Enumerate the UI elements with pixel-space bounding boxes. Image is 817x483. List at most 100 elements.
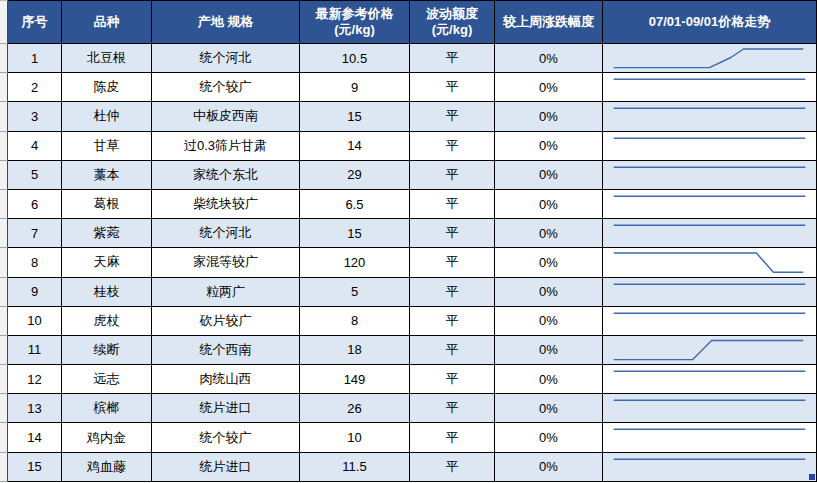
cell-change[interactable]: 0% bbox=[495, 219, 603, 248]
cell-variety[interactable]: 杜仲 bbox=[62, 102, 152, 131]
cell-price[interactable]: 10.5 bbox=[300, 44, 410, 73]
cell-price[interactable]: 6.5 bbox=[300, 190, 410, 219]
cell-fluct[interactable]: 平 bbox=[410, 102, 495, 131]
column-header-change[interactable]: 较上周涨跌幅度 bbox=[495, 0, 603, 44]
cell-variety[interactable]: 鸡内金 bbox=[62, 423, 152, 452]
cell-trend-sparkline[interactable] bbox=[603, 161, 817, 190]
column-header-trend[interactable]: 07/01-09/01价格走势 bbox=[603, 0, 817, 44]
cell-spec[interactable]: 统个西南 bbox=[152, 336, 300, 365]
cell-index[interactable]: 5 bbox=[8, 161, 62, 190]
cell-index[interactable]: 12 bbox=[8, 365, 62, 394]
cell-fluct[interactable]: 平 bbox=[410, 73, 495, 102]
cell-spec[interactable]: 统个较广 bbox=[152, 423, 300, 452]
cell-trend-sparkline[interactable] bbox=[603, 278, 817, 307]
cell-change[interactable]: 0% bbox=[495, 73, 603, 102]
cell-spec[interactable]: 砍片较广 bbox=[152, 307, 300, 336]
cell-spec[interactable]: 中板皮西南 bbox=[152, 102, 300, 131]
cell-spec[interactable]: 统片进口 bbox=[152, 453, 300, 482]
cell-trend-sparkline[interactable] bbox=[603, 394, 817, 423]
cell-price[interactable]: 11.5 bbox=[300, 453, 410, 482]
cell-price[interactable]: 149 bbox=[300, 365, 410, 394]
cell-index[interactable]: 14 bbox=[8, 423, 62, 452]
cell-index[interactable]: 7 bbox=[8, 219, 62, 248]
cell-trend-sparkline[interactable] bbox=[603, 423, 817, 452]
cell-change[interactable]: 0% bbox=[495, 132, 603, 161]
cell-fluct[interactable]: 平 bbox=[410, 307, 495, 336]
cell-variety[interactable]: 虎杖 bbox=[62, 307, 152, 336]
cell-index[interactable]: 13 bbox=[8, 394, 62, 423]
cell-index[interactable]: 6 bbox=[8, 190, 62, 219]
cell-index[interactable]: 11 bbox=[8, 336, 62, 365]
cell-price[interactable]: 120 bbox=[300, 248, 410, 277]
cell-change[interactable]: 0% bbox=[495, 307, 603, 336]
cell-variety[interactable]: 天麻 bbox=[62, 248, 152, 277]
cell-price[interactable]: 9 bbox=[300, 73, 410, 102]
cell-fluct[interactable]: 平 bbox=[410, 278, 495, 307]
cell-index[interactable]: 8 bbox=[8, 248, 62, 277]
cell-trend-sparkline[interactable] bbox=[603, 219, 817, 248]
cell-index[interactable]: 9 bbox=[8, 278, 62, 307]
cell-spec[interactable]: 统个河北 bbox=[152, 219, 300, 248]
cell-trend-sparkline[interactable] bbox=[603, 453, 817, 482]
cell-spec[interactable]: 家统个东北 bbox=[152, 161, 300, 190]
cell-price[interactable]: 15 bbox=[300, 219, 410, 248]
cell-fluct[interactable]: 平 bbox=[410, 453, 495, 482]
cell-index[interactable]: 1 bbox=[8, 44, 62, 73]
cell-change[interactable]: 0% bbox=[495, 190, 603, 219]
cell-price[interactable]: 15 bbox=[300, 102, 410, 131]
cell-fluct[interactable]: 平 bbox=[410, 190, 495, 219]
cell-trend-sparkline[interactable] bbox=[603, 336, 817, 365]
cell-variety[interactable]: 远志 bbox=[62, 365, 152, 394]
cell-price[interactable]: 26 bbox=[300, 394, 410, 423]
selection-fill-handle[interactable] bbox=[809, 474, 815, 480]
cell-spec[interactable]: 过0.3筛片甘肃 bbox=[152, 132, 300, 161]
cell-spec[interactable]: 统个较广 bbox=[152, 73, 300, 102]
column-header-fluct[interactable]: 波动额度 (元/kg) bbox=[410, 0, 495, 44]
cell-change[interactable]: 0% bbox=[495, 161, 603, 190]
column-header-variety[interactable]: 品种 bbox=[62, 0, 152, 44]
cell-index[interactable]: 3 bbox=[8, 102, 62, 131]
cell-spec[interactable]: 柴统块较广 bbox=[152, 190, 300, 219]
cell-index[interactable]: 10 bbox=[8, 307, 62, 336]
cell-change[interactable]: 0% bbox=[495, 423, 603, 452]
cell-fluct[interactable]: 平 bbox=[410, 365, 495, 394]
cell-index[interactable]: 4 bbox=[8, 132, 62, 161]
cell-change[interactable]: 0% bbox=[495, 453, 603, 482]
cell-change[interactable]: 0% bbox=[495, 394, 603, 423]
cell-change[interactable]: 0% bbox=[495, 248, 603, 277]
cell-fluct[interactable]: 平 bbox=[410, 336, 495, 365]
column-header-index[interactable]: 序号 bbox=[8, 0, 62, 44]
cell-variety[interactable]: 鸡血藤 bbox=[62, 453, 152, 482]
cell-price[interactable]: 10 bbox=[300, 423, 410, 452]
cell-trend-sparkline[interactable] bbox=[603, 102, 817, 131]
cell-variety[interactable]: 藁本 bbox=[62, 161, 152, 190]
cell-fluct[interactable]: 平 bbox=[410, 248, 495, 277]
column-header-spec[interactable]: 产地 规格 bbox=[152, 0, 300, 44]
cell-price[interactable]: 8 bbox=[300, 307, 410, 336]
cell-price[interactable]: 5 bbox=[300, 278, 410, 307]
cell-trend-sparkline[interactable] bbox=[603, 44, 817, 73]
cell-index[interactable]: 15 bbox=[8, 453, 62, 482]
cell-change[interactable]: 0% bbox=[495, 102, 603, 131]
cell-variety[interactable]: 紫菀 bbox=[62, 219, 152, 248]
cell-price[interactable]: 29 bbox=[300, 161, 410, 190]
cell-spec[interactable]: 肉统山西 bbox=[152, 365, 300, 394]
cell-fluct[interactable]: 平 bbox=[410, 423, 495, 452]
cell-variety[interactable]: 槟榔 bbox=[62, 394, 152, 423]
cell-fluct[interactable]: 平 bbox=[410, 132, 495, 161]
cell-change[interactable]: 0% bbox=[495, 365, 603, 394]
cell-trend-sparkline[interactable] bbox=[603, 307, 817, 336]
cell-trend-sparkline[interactable] bbox=[603, 365, 817, 394]
cell-spec[interactable]: 粒两广 bbox=[152, 278, 300, 307]
cell-variety[interactable]: 续断 bbox=[62, 336, 152, 365]
cell-fluct[interactable]: 平 bbox=[410, 161, 495, 190]
cell-fluct[interactable]: 平 bbox=[410, 44, 495, 73]
cell-trend-sparkline[interactable] bbox=[603, 73, 817, 102]
cell-spec[interactable]: 家混等较广 bbox=[152, 248, 300, 277]
cell-spec[interactable]: 统个河北 bbox=[152, 44, 300, 73]
cell-fluct[interactable]: 平 bbox=[410, 394, 495, 423]
cell-trend-sparkline[interactable] bbox=[603, 132, 817, 161]
cell-change[interactable]: 0% bbox=[495, 44, 603, 73]
cell-variety[interactable]: 陈皮 bbox=[62, 73, 152, 102]
cell-spec[interactable]: 统片进口 bbox=[152, 394, 300, 423]
